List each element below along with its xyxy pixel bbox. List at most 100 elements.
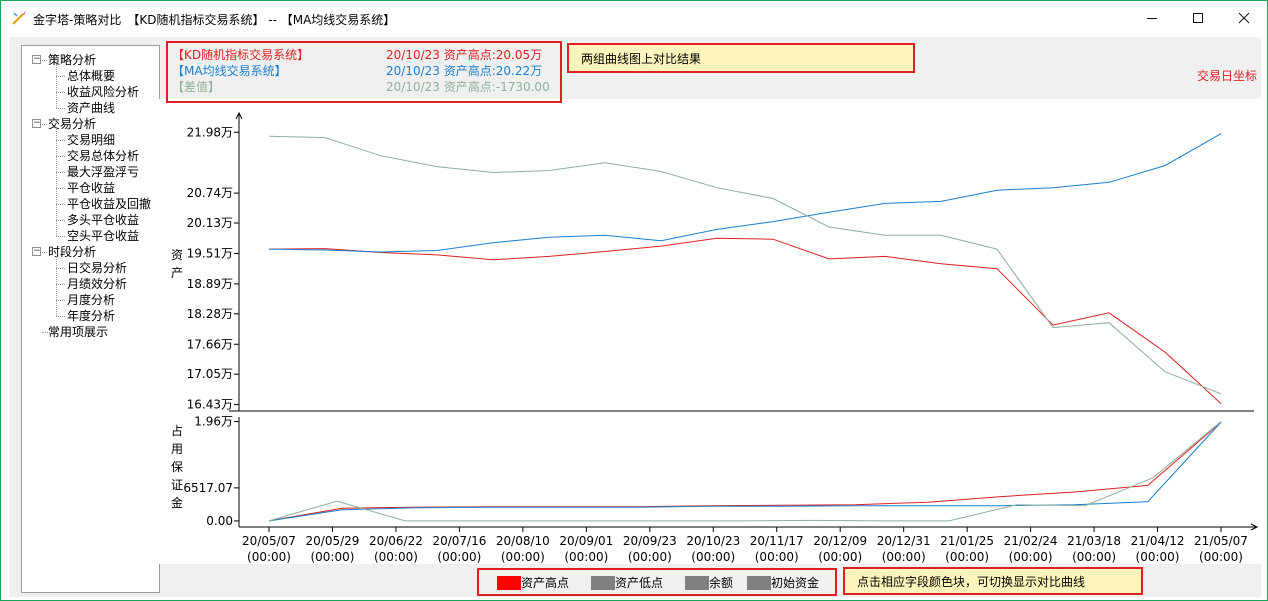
tree-connector	[42, 252, 47, 253]
legend-color-swatch[interactable]	[747, 576, 771, 590]
tree-group-label[interactable]: 交易分析	[48, 117, 97, 131]
tree-collapse-icon[interactable]: −	[32, 246, 41, 256]
tree-item[interactable]: 年度分析	[67, 309, 116, 323]
y-tick-label: 19.51万	[187, 246, 233, 260]
x-tick-sublabel: (00:00)	[374, 550, 418, 564]
x-tick-sublabel: (00:00)	[755, 550, 799, 564]
tree-connector	[56, 108, 65, 109]
tree-item[interactable]: 多头平仓收益	[67, 213, 140, 227]
x-tick-label: 20/09/01	[559, 534, 613, 548]
tree-item[interactable]: 月绩效分析	[67, 277, 128, 291]
tree-item[interactable]: 收益风险分析	[67, 85, 140, 99]
asset-series-line-1[interactable]	[268, 133, 1222, 253]
x-tick-sublabel: (00:00)	[1072, 550, 1116, 564]
chart-canvas[interactable]: 21.98万 20.74万 20.13万 19.51万 18.89万 18.28万 17.6…	[159, 99, 1261, 564]
axis-mode-toggle[interactable]: 交易日坐标	[1197, 69, 1258, 83]
tree-item[interactable]: 最大浮盈浮亏	[67, 165, 140, 179]
y-tick-label: 20.74万	[187, 186, 233, 200]
info-series-name: 【KD随机指标交易系统】	[172, 48, 310, 62]
tree-group-label[interactable]: 时段分析	[48, 245, 97, 259]
tree-connector	[56, 300, 65, 301]
x-tick-sublabel: (00:00)	[1009, 550, 1053, 564]
x-tick-label: 20/12/09	[813, 534, 867, 548]
x-tick-sublabel: (00:00)	[1199, 550, 1243, 564]
bottom-y-axis-label: 保	[171, 460, 183, 474]
y-tick-label: 16.43万	[187, 398, 233, 412]
tree-item[interactable]: 日交易分析	[67, 261, 128, 275]
x-tick-label: 21/05/07	[1194, 534, 1248, 548]
app-pencil-icon	[12, 11, 26, 25]
legend-label[interactable]: 资产低点	[615, 576, 664, 590]
tree-connector	[56, 188, 65, 189]
legend-label[interactable]: 初始资金	[771, 576, 820, 590]
tree-connector	[56, 236, 65, 237]
tree-item[interactable]: 总体概要	[67, 69, 116, 83]
tree-connector	[56, 256, 57, 316]
minimize-icon	[1147, 18, 1157, 19]
x-axis-arrow	[1250, 523, 1259, 531]
legend-color-swatch[interactable]	[591, 576, 615, 590]
margin-series-line-2[interactable]	[268, 421, 1222, 522]
x-tick-label: 21/02/24	[1004, 534, 1058, 548]
tree-group-label[interactable]: 常用项展示	[48, 325, 109, 339]
tree-group-label[interactable]: 策略分析	[48, 53, 97, 67]
x-tick-sublabel: (00:00)	[945, 550, 989, 564]
asset-series-line-2[interactable]	[268, 135, 1222, 395]
tree-connector	[56, 92, 65, 93]
asset-series-line-0[interactable]	[268, 237, 1222, 404]
chart-area[interactable]: 21.98万 20.74万 20.13万 19.51万 18.89万 18.28万 17.6…	[159, 99, 1261, 564]
tree-item[interactable]: 资产曲线	[67, 101, 116, 115]
tree-connector	[56, 156, 65, 157]
legend-label[interactable]: 余额	[709, 576, 734, 590]
legend-label[interactable]: 资产高点	[521, 576, 570, 590]
tree-item[interactable]: 月度分析	[67, 293, 116, 307]
top-y-axis-label: 资	[171, 248, 183, 262]
info-series-name: 【MA均线交易系统】	[172, 64, 287, 78]
info-series-value: 20/10/23 资产高点:20.05万	[386, 48, 543, 62]
x-tick-label: 20/06/22	[369, 534, 423, 548]
legend: 资产高点 资产低点 余额 初始资金	[477, 568, 837, 596]
top-y-axis-label: 产	[171, 266, 183, 280]
tree-connector	[56, 316, 65, 317]
tree-connector	[56, 220, 65, 221]
x-tick-sublabel: (00:00)	[691, 550, 735, 564]
tree-item[interactable]: 交易明细	[67, 133, 116, 147]
y-tick-label: 17.66万	[187, 337, 233, 351]
bottom-y-axis-label: 金	[171, 495, 183, 510]
x-tick-label: 20/05/29	[306, 534, 360, 548]
tree-connector	[56, 64, 57, 108]
annotation-top-text: 两组曲线图上对比结果	[581, 51, 702, 66]
x-tick-label: 21/04/12	[1131, 534, 1185, 548]
legend-color-swatch[interactable]	[497, 576, 521, 590]
comparison-info-panel: 【KD随机指标交易系统】 20/10/23 资产高点:20.05万【MA均线交易系…	[166, 41, 562, 103]
tree-connector	[42, 60, 47, 61]
annotation-bottom-text: 点击相应字段颜色块，可切换显示对比曲线	[857, 574, 1086, 589]
x-tick-label: 20/07/16	[432, 534, 486, 548]
y-tick-label: 0.00	[206, 514, 233, 528]
y-tick-label: 1.96万	[194, 415, 233, 429]
margin-series-line-0[interactable]	[268, 421, 1222, 522]
title-bar[interactable]: 金字塔-策略对比 【KD随机指标交易系统】 -- 【MA均线交易系统】	[1, 1, 1267, 35]
tree-connector	[56, 284, 65, 285]
tree-item[interactable]: 平仓收益	[67, 181, 116, 195]
tree-connector	[42, 124, 47, 125]
x-tick-label: 20/11/17	[750, 534, 804, 548]
analysis-tree[interactable]: − 策略分析 总体概要 收益风险分析 资产曲线 − 交易分析 交易明细 交易总体分析 最大浮盈浮亏…	[21, 45, 160, 593]
bottom-y-axis-label: 用	[171, 442, 183, 456]
annotation-bottom: 点击相应字段颜色块，可切换显示对比曲线	[843, 567, 1143, 595]
maximize-icon	[1193, 13, 1203, 23]
tree-item[interactable]: 交易总体分析	[67, 149, 140, 163]
y-tick-label: 21.98万	[187, 125, 233, 139]
legend-color-swatch[interactable]	[685, 576, 709, 590]
y-tick-label: 20.13万	[187, 216, 233, 230]
tree-item[interactable]: 平仓收益及回撤	[67, 197, 152, 211]
maximize-button[interactable]	[1175, 1, 1221, 35]
client-area: − 策略分析 总体概要 收益风险分析 资产曲线 − 交易分析 交易明细 交易总体分析 最大浮盈浮亏…	[9, 37, 1261, 597]
minimize-button[interactable]	[1129, 1, 1175, 35]
tree-collapse-icon[interactable]: −	[32, 54, 41, 64]
tree-item[interactable]: 空头平仓收益	[67, 229, 140, 243]
x-tick-sublabel: (00:00)	[247, 550, 291, 564]
close-button[interactable]	[1221, 1, 1267, 35]
tree-collapse-icon[interactable]: −	[32, 118, 41, 128]
